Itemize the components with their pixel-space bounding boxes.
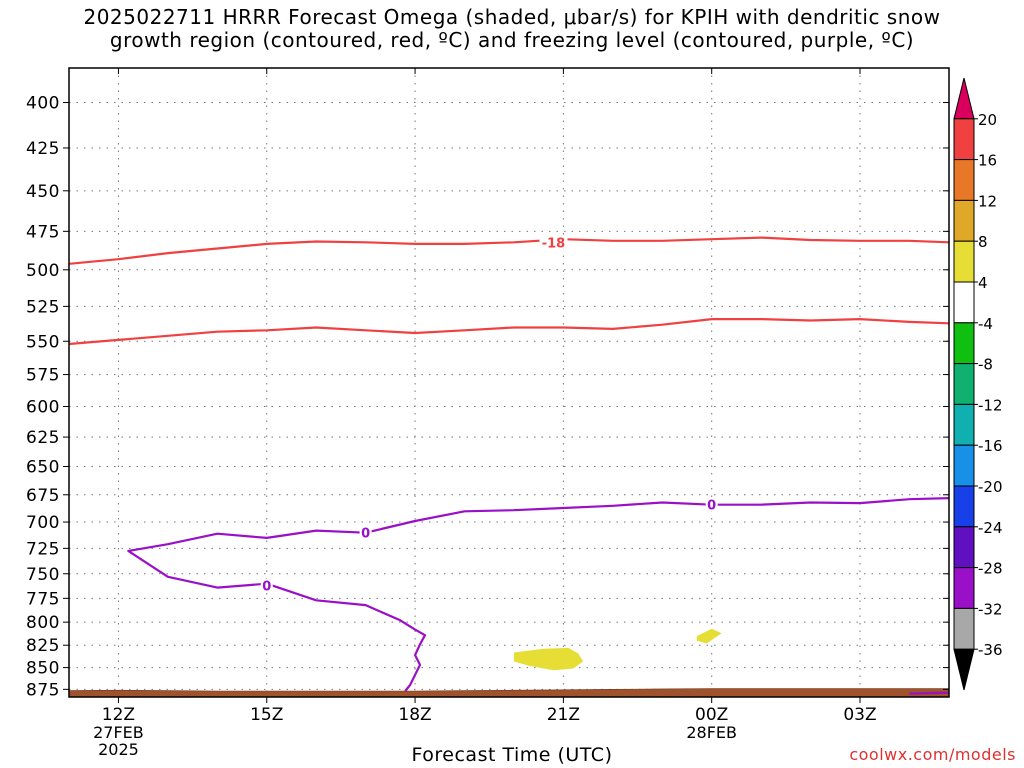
x-axis-title: Forecast Time (UTC) [411, 744, 613, 766]
colorbar-bottom-arrow [953, 648, 975, 691]
omega-shading [513, 628, 722, 671]
colorbar-band [953, 485, 975, 528]
y-tick-label: 575 [26, 366, 60, 386]
dgz-isotherm-line [68, 318, 950, 346]
colorbar-label: 4 [978, 274, 988, 292]
y-tick-label: 650 [26, 457, 60, 477]
terrain-surface [68, 688, 950, 698]
x-tick-label: 00Z [695, 705, 728, 725]
colorbar-band [953, 199, 975, 242]
colorbar-label: -32 [978, 600, 1003, 618]
x-tick-sublabel: 2025 [98, 740, 139, 759]
y-tick-label: 825 [26, 636, 60, 656]
y-tick-label: 525 [26, 297, 60, 317]
grid-lines [69, 68, 949, 697]
y-tick-label: 550 [26, 332, 60, 352]
colorbar-band [953, 526, 975, 569]
y-tick-label: 700 [26, 513, 60, 533]
colorbar-top-arrow [953, 77, 975, 120]
y-tick-label: 750 [26, 565, 60, 585]
freezing-level-label: 0 [707, 499, 716, 514]
y-tick-label: 625 [26, 428, 60, 448]
x-tick-label: 12Z [102, 705, 135, 725]
contour-lines [68, 236, 950, 695]
y-axis: 400 425 450 475 500 525 550 575 600 625 650 675 700 7… [26, 94, 949, 700]
colorbar-label: -4 [978, 315, 993, 333]
contour-label-bg [705, 497, 718, 512]
colorbar-band [953, 240, 975, 283]
y-tick-label: 850 [26, 659, 60, 679]
x-tick-label: 03Z [843, 705, 876, 725]
colorbar-band [953, 159, 975, 201]
colorbar-band [953, 322, 975, 365]
contour-label-bg [359, 525, 372, 540]
colorbar-band [953, 363, 975, 405]
colorbar-label: -28 [978, 560, 1003, 578]
freezing-level-label: 0 [361, 527, 370, 542]
colorbar-band [953, 567, 975, 609]
y-tick-label: 775 [26, 589, 60, 609]
plot-frame [68, 67, 950, 698]
y-tick-label: 500 [26, 261, 60, 281]
y-tick-label: 425 [26, 139, 60, 159]
contour-label-bg [539, 235, 568, 250]
colorbar-band [953, 118, 975, 161]
colorbar-label: 12 [978, 192, 997, 210]
colorbar-label: -12 [978, 396, 1003, 414]
colorbar-label: 8 [978, 233, 988, 251]
terrain-fill [68, 688, 950, 698]
y-tick-label: 450 [26, 182, 60, 202]
isotherm-label: -18 [542, 236, 566, 251]
y-tick-label: 675 [26, 486, 60, 506]
colorbar-band [953, 403, 975, 446]
colorbar-band [953, 444, 975, 487]
x-tick-label: 21Z [547, 705, 580, 725]
freezing-level-label: 0 [262, 580, 271, 595]
omega-shaded-region [513, 647, 584, 671]
colorbar-label: -16 [978, 437, 1003, 455]
y-tick-label: 400 [26, 94, 60, 114]
omega-shaded-region [696, 628, 722, 644]
site-credit[interactable]: coolwx.com/models [849, 745, 1016, 764]
colorbar-label: -36 [978, 641, 1003, 659]
colorbar-label: -20 [978, 478, 1003, 496]
colorbar-label: -24 [978, 519, 1003, 537]
colorbar-label: 16 [978, 152, 997, 170]
contour-labels: -18 0 0 0 [260, 235, 718, 595]
contour-label-bg [260, 578, 273, 593]
x-tick-label: 18Z [398, 705, 431, 725]
title-line-2: growth region (contoured, red, ºC) and f… [109, 28, 915, 52]
x-tick-sublabel: 27FEB [93, 723, 144, 742]
dgz-isotherm-line [68, 236, 950, 265]
colorbar-band [953, 281, 975, 324]
colorbar-label: -8 [978, 356, 993, 374]
y-tick-label: 875 [26, 680, 60, 700]
x-tick-label: 15Z [250, 705, 283, 725]
y-tick-label: 600 [26, 397, 60, 417]
y-tick-label: 475 [26, 222, 60, 242]
title-line-1: 2025022711 HRRR Forecast Omega (shaded, … [83, 5, 941, 29]
y-tick-label: 725 [26, 539, 60, 559]
chart-title: 2025022711 HRRR Forecast Omega (shaded, … [0, 6, 1024, 52]
x-tick-sublabel: 28FEB [686, 723, 737, 742]
y-tick-label: 800 [26, 613, 60, 633]
colorbar-label: 20 [978, 111, 997, 129]
colorbar: 20 16 12 8 4 -4 -8 -12 -16 -20 -24 -28 -32 -36 [953, 77, 1003, 691]
colorbar-band [953, 607, 975, 650]
freezing-level-line [909, 691, 950, 695]
